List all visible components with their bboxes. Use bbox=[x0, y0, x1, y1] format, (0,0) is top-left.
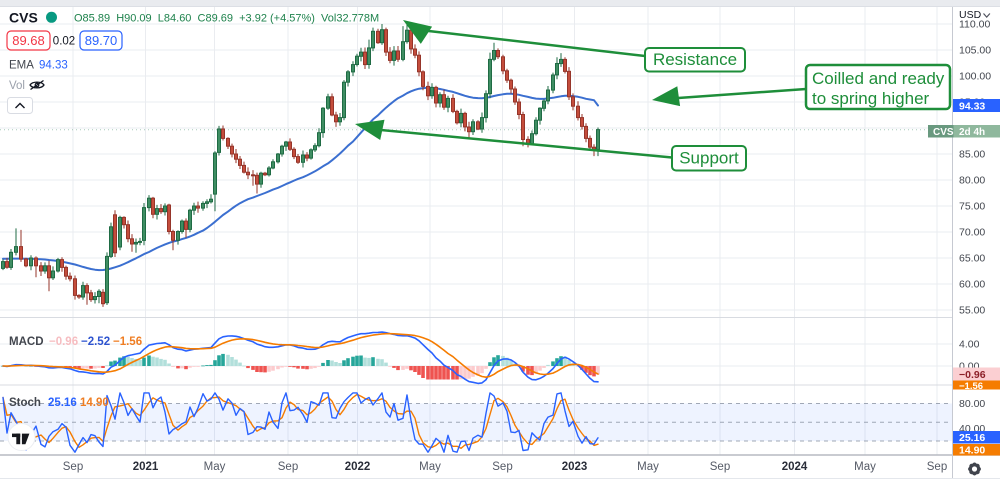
svg-text:14.90: 14.90 bbox=[959, 445, 985, 457]
svg-text:110.00: 110.00 bbox=[959, 19, 990, 31]
svg-text:−1.56: −1.56 bbox=[113, 336, 142, 348]
svg-text:Sep: Sep bbox=[492, 461, 512, 473]
svg-text:CVS: CVS bbox=[933, 127, 954, 138]
svg-text:4.00: 4.00 bbox=[959, 339, 980, 351]
svg-text:May: May bbox=[854, 461, 876, 473]
svg-text:85.00: 85.00 bbox=[959, 149, 985, 161]
svg-text:80.00: 80.00 bbox=[959, 398, 985, 410]
svg-text:2023: 2023 bbox=[562, 461, 588, 473]
svg-text:60.00: 60.00 bbox=[959, 279, 985, 291]
svg-text:−2.52: −2.52 bbox=[81, 336, 110, 348]
svg-text:CVS: CVS bbox=[9, 10, 38, 26]
svg-text:75.00: 75.00 bbox=[959, 201, 985, 213]
svg-text:2022: 2022 bbox=[345, 461, 371, 473]
svg-text:to spring higher: to spring higher bbox=[812, 89, 930, 108]
svg-text:−0.96: −0.96 bbox=[959, 369, 986, 381]
svg-text:Support: Support bbox=[679, 149, 739, 168]
svg-text:80.00: 80.00 bbox=[959, 175, 985, 187]
svg-text:Vol: Vol bbox=[9, 80, 25, 92]
svg-text:MACD: MACD bbox=[9, 336, 44, 348]
svg-text:2d 4h: 2d 4h bbox=[959, 127, 985, 138]
svg-text:94.33: 94.33 bbox=[39, 60, 68, 72]
svg-text:Sep: Sep bbox=[278, 461, 298, 473]
svg-text:2024: 2024 bbox=[782, 461, 808, 473]
svg-text:70.00: 70.00 bbox=[959, 227, 985, 239]
svg-text:−0.96: −0.96 bbox=[49, 336, 78, 348]
svg-text:USD: USD bbox=[959, 9, 982, 21]
svg-text:Resistance: Resistance bbox=[653, 50, 737, 69]
svg-text:May: May bbox=[419, 461, 441, 473]
svg-text:−1.56: −1.56 bbox=[959, 381, 983, 392]
svg-text:Sep: Sep bbox=[710, 461, 730, 473]
svg-text:89.68: 89.68 bbox=[12, 33, 45, 48]
svg-text:25.16: 25.16 bbox=[959, 432, 985, 444]
svg-text:65.00: 65.00 bbox=[959, 253, 985, 265]
svg-text:May: May bbox=[637, 461, 659, 473]
svg-text:EMA: EMA bbox=[9, 60, 34, 72]
svg-text:105.00: 105.00 bbox=[959, 45, 991, 57]
svg-text:Coilled and ready: Coilled and ready bbox=[812, 69, 945, 88]
svg-text:55.00: 55.00 bbox=[959, 305, 985, 317]
svg-text:Stoch: Stoch bbox=[9, 397, 41, 409]
svg-text:94.33: 94.33 bbox=[959, 100, 985, 112]
svg-text:Sep: Sep bbox=[927, 461, 947, 473]
svg-text:2021: 2021 bbox=[133, 461, 159, 473]
svg-text:89.70: 89.70 bbox=[85, 33, 118, 48]
svg-text:25.16: 25.16 bbox=[48, 397, 77, 409]
svg-text:0.02: 0.02 bbox=[53, 36, 75, 48]
svg-text:May: May bbox=[204, 461, 226, 473]
svg-text:100.00: 100.00 bbox=[959, 71, 991, 83]
svg-text:Sep: Sep bbox=[63, 461, 83, 473]
svg-text:14.90: 14.90 bbox=[80, 397, 109, 409]
svg-text:O85.89 H90.09 L84.60 C89.69: O85.89 H90.09 L84.60 C89.69 +3.92 (+4.57… bbox=[74, 13, 379, 25]
